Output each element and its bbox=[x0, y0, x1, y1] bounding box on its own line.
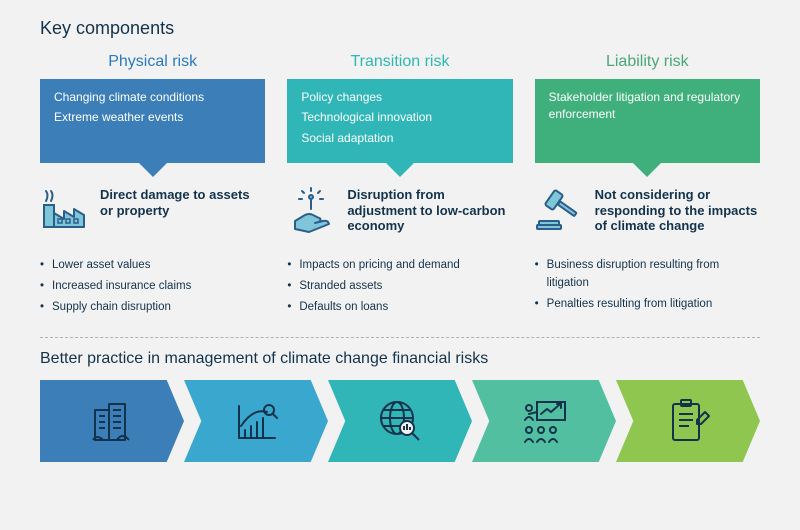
presentation-icon bbox=[519, 396, 569, 446]
box-item: Changing climate conditions bbox=[54, 89, 251, 106]
bullet-list: Impacts on pricing and demand Stranded a… bbox=[287, 257, 512, 319]
impact-row: Disruption from adjustment to low-carbon… bbox=[287, 187, 512, 243]
section2-title: Better practice in management of climate… bbox=[40, 350, 760, 368]
box-item: Technological innovation bbox=[301, 109, 498, 126]
step-1 bbox=[40, 380, 184, 462]
box-item: Extreme weather events bbox=[54, 109, 251, 126]
step-4 bbox=[472, 380, 616, 462]
arrow-down bbox=[633, 163, 661, 177]
buildings-icon bbox=[87, 396, 137, 446]
hand-plant-icon bbox=[287, 187, 335, 235]
col-transition: Transition risk Policy changes Technolog… bbox=[287, 53, 512, 319]
col-title: Transition risk bbox=[287, 53, 512, 71]
bullet: Lower asset values bbox=[40, 257, 265, 275]
gavel-icon bbox=[535, 187, 583, 235]
risk-columns: Physical risk Changing climate condition… bbox=[40, 53, 760, 319]
factory-icon bbox=[40, 187, 88, 235]
col-physical: Physical risk Changing climate condition… bbox=[40, 53, 265, 319]
page-title: Key components bbox=[40, 18, 760, 39]
clipboard-icon bbox=[663, 396, 713, 446]
col-title: Physical risk bbox=[40, 53, 265, 71]
chart-up-icon bbox=[231, 396, 281, 446]
bullet: Business disruption resulting from litig… bbox=[535, 257, 760, 293]
col-title: Liability risk bbox=[535, 53, 760, 71]
col-liability: Liability risk Stakeholder litigation an… bbox=[535, 53, 760, 319]
bullet-list: Business disruption resulting from litig… bbox=[535, 257, 760, 316]
bullet: Stranded assets bbox=[287, 278, 512, 296]
box-item: Policy changes bbox=[301, 89, 498, 106]
step-5 bbox=[616, 380, 760, 462]
impact-text: Direct damage to assets or property bbox=[100, 187, 265, 218]
risk-box: Stakeholder litigation and regulatory en… bbox=[535, 79, 760, 163]
bullet: Impacts on pricing and demand bbox=[287, 257, 512, 275]
divider bbox=[40, 337, 760, 338]
bullet: Increased insurance claims bbox=[40, 278, 265, 296]
impact-row: Not considering or responding to the imp… bbox=[535, 187, 760, 243]
impact-row: Direct damage to assets or property bbox=[40, 187, 265, 243]
globe-search-icon bbox=[375, 396, 425, 446]
bullet: Supply chain disruption bbox=[40, 299, 265, 317]
bullet: Defaults on loans bbox=[287, 299, 512, 317]
bullet: Penalties resulting from litigation bbox=[535, 296, 760, 314]
risk-box: Policy changes Technological innovation … bbox=[287, 79, 512, 163]
bullet-list: Lower asset values Increased insurance c… bbox=[40, 257, 265, 319]
steps-row bbox=[40, 380, 760, 462]
impact-text: Disruption from adjustment to low-carbon… bbox=[347, 187, 512, 234]
step-3 bbox=[328, 380, 472, 462]
step-2 bbox=[184, 380, 328, 462]
risk-box: Changing climate conditions Extreme weat… bbox=[40, 79, 265, 163]
impact-text: Not considering or responding to the imp… bbox=[595, 187, 760, 234]
box-item: Stakeholder litigation and regulatory en… bbox=[549, 89, 746, 124]
box-item: Social adaptation bbox=[301, 130, 498, 147]
arrow-down bbox=[139, 163, 167, 177]
arrow-down bbox=[386, 163, 414, 177]
